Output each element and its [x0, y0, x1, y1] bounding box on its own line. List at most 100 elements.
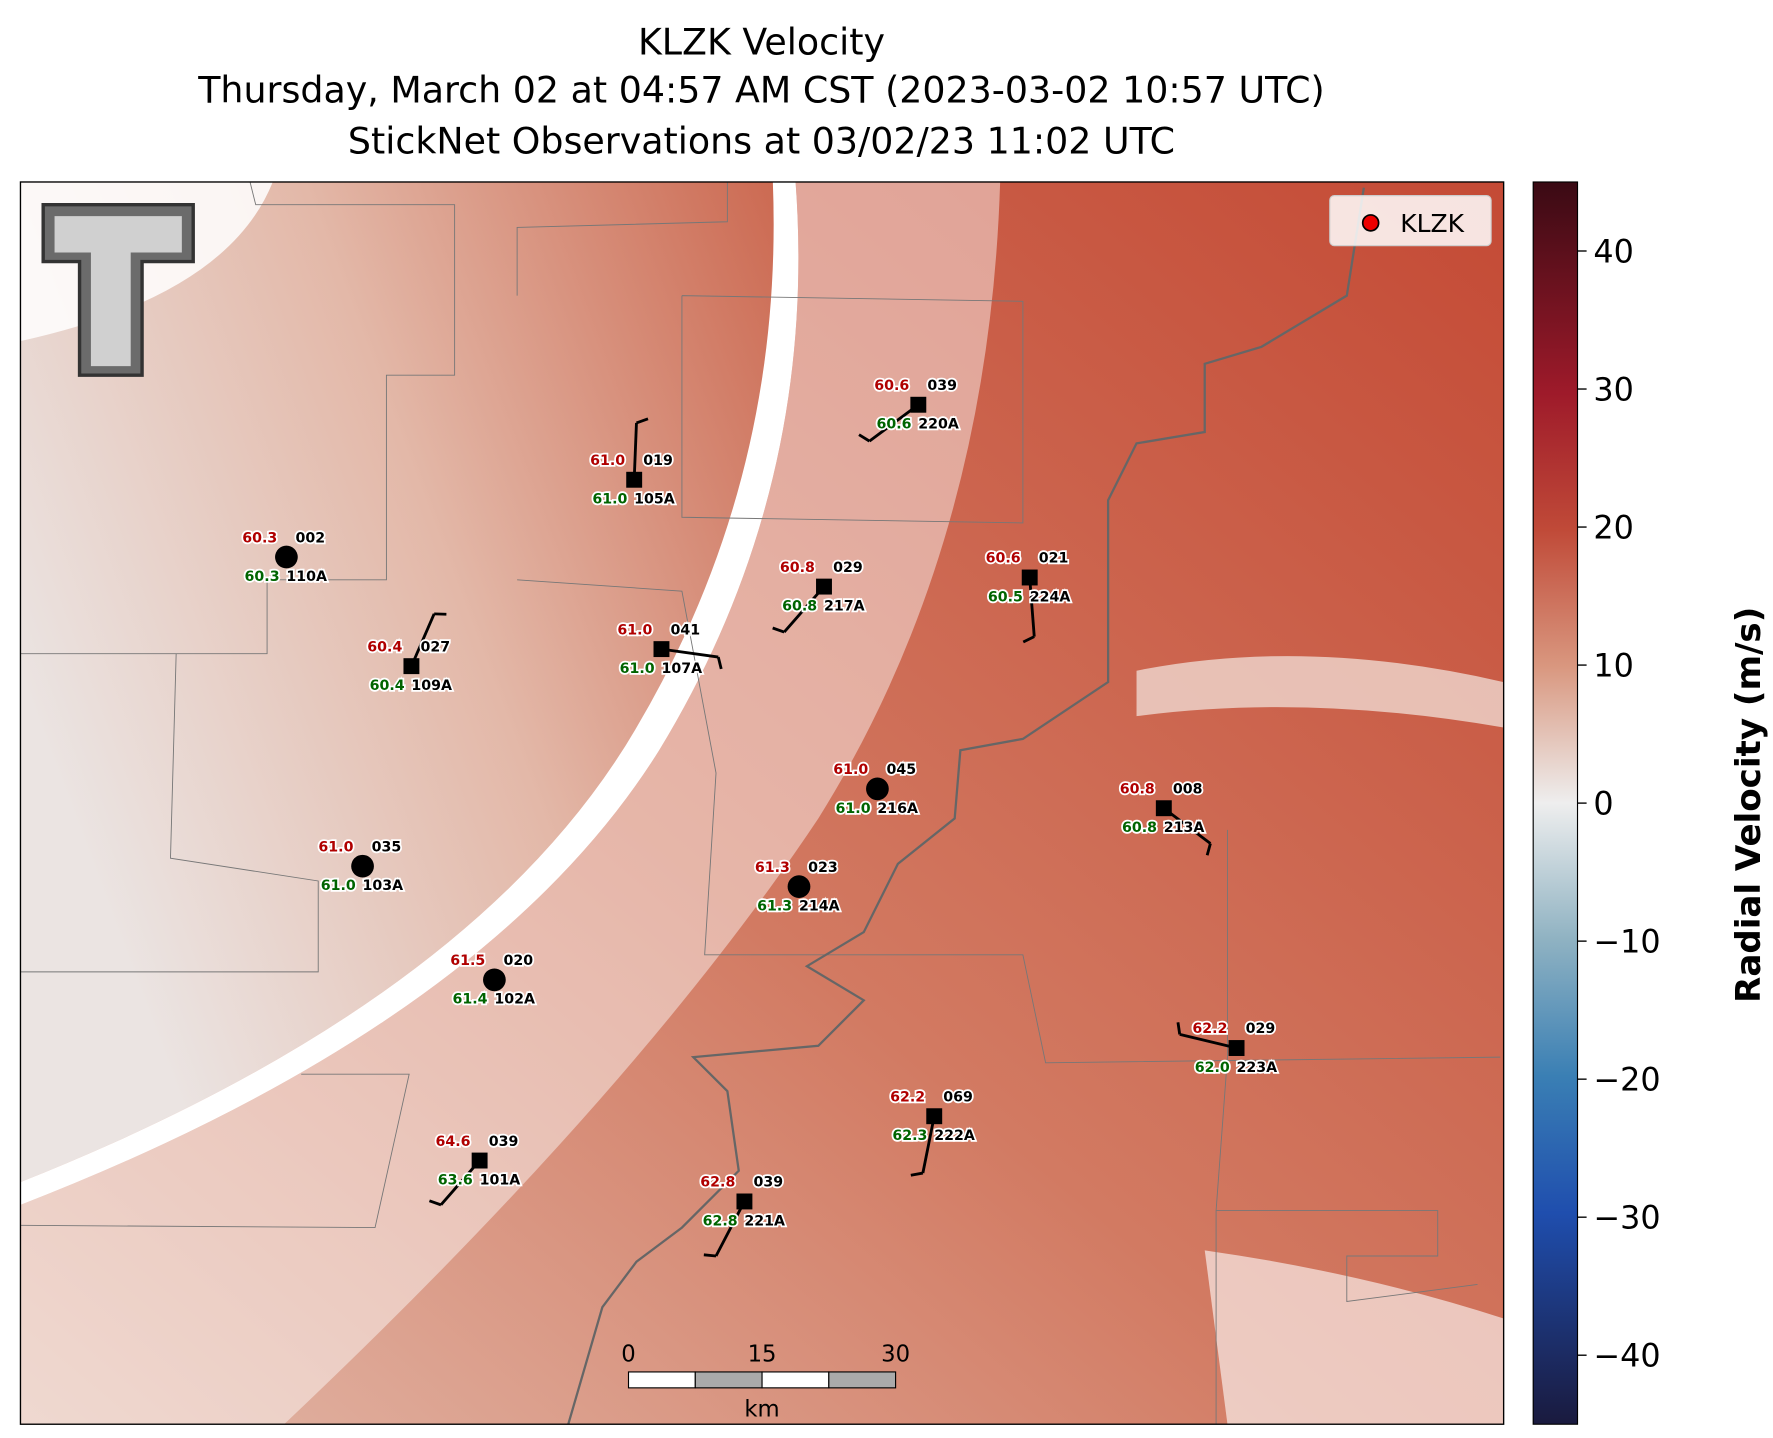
- wind-direction: 002: [295, 530, 325, 546]
- barb-feather: [1205, 843, 1212, 856]
- station-marker: [1228, 1040, 1245, 1056]
- wind-direction: 023: [808, 860, 838, 876]
- county-lines: [20, 181, 1501, 1425]
- county-line: [516, 181, 728, 296]
- station: 60.8 029 60.8 217A: [772, 558, 866, 634]
- dewpoint: 61.0: [592, 492, 627, 508]
- title: KLZK Velocity: [638, 21, 885, 64]
- barb-feather: [858, 433, 871, 443]
- station: 62.2 029 62.0 223A: [1176, 1020, 1279, 1078]
- temperature: 62.2: [890, 1089, 925, 1105]
- wind-direction: 019: [643, 453, 673, 469]
- temperature: 60.3: [242, 530, 277, 546]
- station: 61.3 023 61.3 214A: [753, 858, 841, 916]
- stations: 60.3 002 60.3 110A 61.0 019 61.0 105A 60.6 039 60.…: [241, 376, 1279, 1258]
- station-id: 105A: [634, 492, 675, 508]
- logo-inner: [54, 216, 182, 367]
- radar-inner-field: [20, 181, 774, 1183]
- scale-label: 0: [621, 1342, 635, 1368]
- county-line: [1216, 1210, 1478, 1302]
- colorbar-tick-label: −20: [1593, 1061, 1660, 1099]
- station: 60.4 027 60.4 109A: [366, 612, 454, 696]
- colorbar-tick-label: −40: [1593, 1337, 1660, 1375]
- station-marker: [351, 854, 374, 878]
- wind-direction: 029: [833, 560, 863, 576]
- temperature: 62.2: [1192, 1021, 1227, 1037]
- scale-segment: [694, 1371, 763, 1389]
- sparse-band: [20, 181, 1001, 1425]
- wind-barb: [868, 403, 920, 443]
- county-line: [517, 579, 1501, 1064]
- logo: [41, 203, 195, 377]
- dewpoint: 60.6: [876, 417, 911, 433]
- scale-label: 30: [881, 1342, 910, 1368]
- wind-direction: 039: [754, 1175, 784, 1191]
- colorbar: [1532, 181, 1579, 1425]
- temperature: 61.0: [617, 622, 652, 638]
- station: 60.6 021 60.5 224A: [984, 549, 1072, 644]
- station: 61.5 020 61.4 102A: [449, 951, 537, 1009]
- county-line: [20, 181, 456, 655]
- colorbar-tick-label: 0: [1593, 784, 1613, 822]
- dewpoint: 61.0: [620, 661, 655, 677]
- station: 64.6 039 63.6 101A: [428, 1132, 522, 1207]
- temperature: 60.4: [367, 639, 402, 655]
- wind-barb: [1179, 1033, 1237, 1050]
- colorbar-tick-label: 20: [1593, 508, 1633, 546]
- barb-feather: [428, 1199, 442, 1207]
- station-marker: [787, 875, 811, 899]
- wind-barb: [661, 647, 719, 659]
- wind-direction: 045: [887, 762, 917, 778]
- colorbar-tick-label: 30: [1593, 370, 1633, 408]
- station-marker: [736, 1193, 753, 1210]
- light-area: [1204, 1250, 1504, 1425]
- station-marker: [626, 471, 643, 488]
- dewpoint: 61.4: [453, 992, 488, 1008]
- station-id: 222A: [934, 1128, 975, 1144]
- barb-feather: [716, 656, 723, 670]
- station: 60.8 008 60.8 213A: [1118, 780, 1212, 856]
- scale-segment: [828, 1371, 897, 1389]
- station: 61.0 035 61.0 103A: [317, 838, 405, 896]
- station-id: 213A: [1164, 820, 1205, 836]
- station: 61.0 019 61.0 105A: [588, 417, 677, 509]
- legend-label: KLZK: [1400, 209, 1464, 238]
- station-id: 110A: [286, 569, 327, 585]
- subtitle: Thursday, March 02 at 04:57 AM CST (2023…: [197, 68, 1325, 111]
- dewpoint: 62.3: [892, 1128, 927, 1144]
- temperature: 64.6: [436, 1134, 471, 1150]
- temperature: 60.6: [874, 378, 909, 394]
- wind-direction: 035: [372, 839, 402, 855]
- station-marker: [926, 1108, 943, 1125]
- station-id: 221A: [744, 1213, 785, 1229]
- station-id: 101A: [480, 1172, 521, 1188]
- temperature: 61.0: [590, 453, 625, 469]
- station-id: 217A: [824, 598, 865, 614]
- barb-feather: [635, 417, 649, 425]
- scale-unit: km: [744, 1396, 779, 1422]
- station-marker: [866, 777, 889, 801]
- scale-segment: [761, 1371, 830, 1389]
- wind-barb: [632, 422, 638, 480]
- temperature: 61.0: [318, 839, 353, 855]
- dewpoint: 61.3: [757, 899, 792, 915]
- legend-marker: [1361, 214, 1380, 232]
- station-marker: [1021, 569, 1038, 586]
- dewpoint: 62.8: [703, 1213, 738, 1229]
- colorbar-tick-label: −30: [1593, 1199, 1660, 1237]
- station-marker: [653, 641, 670, 658]
- wind-barb: [714, 1200, 746, 1257]
- dewpoint: 62.0: [1195, 1060, 1230, 1076]
- dewpoint: 60.3: [245, 569, 280, 585]
- station: 60.6 039 60.6 220A: [858, 376, 961, 443]
- wind-direction: 008: [1173, 781, 1203, 797]
- wind-barb: [921, 1115, 936, 1174]
- station: 60.3 002 60.3 110A: [241, 529, 329, 587]
- temperature: 60.8: [780, 560, 815, 576]
- barb-feather: [910, 1171, 924, 1177]
- colorbar-tick-label: 40: [1593, 232, 1633, 270]
- temperature: 62.8: [700, 1175, 735, 1191]
- station-id: 220A: [918, 417, 959, 433]
